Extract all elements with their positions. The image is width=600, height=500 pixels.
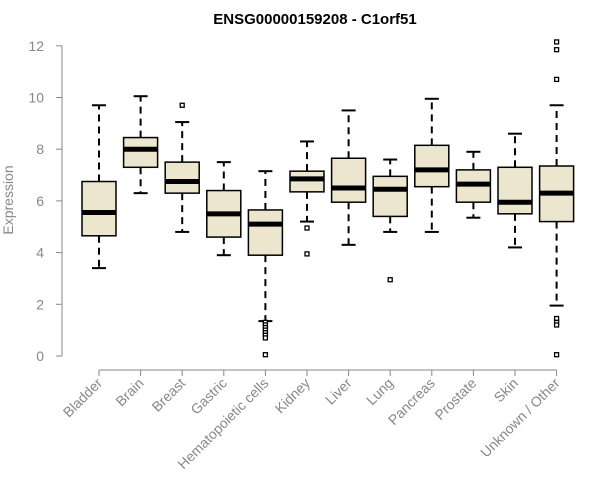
outlier-point bbox=[262, 335, 269, 341]
y-tick-label: 10 bbox=[28, 90, 44, 106]
box-iqr bbox=[372, 175, 408, 218]
x-tick-label: Breast bbox=[148, 375, 188, 415]
box-group bbox=[81, 104, 117, 270]
y-tick-label: 0 bbox=[36, 348, 44, 364]
box-group bbox=[538, 39, 575, 358]
x-tick-label: Liver bbox=[322, 375, 355, 408]
x-tick-label: Bladder bbox=[60, 375, 106, 421]
outlier-point bbox=[387, 277, 393, 283]
x-tick-label: Unknown / Other bbox=[477, 375, 563, 461]
box-group bbox=[206, 161, 242, 257]
box-iqr bbox=[81, 180, 117, 237]
box-iqr bbox=[289, 170, 325, 193]
outlier-point bbox=[304, 251, 310, 257]
outlier-point bbox=[553, 39, 560, 45]
box-group bbox=[497, 132, 533, 249]
box-group bbox=[455, 150, 492, 219]
chart-title: ENSG00000159208 - C1orf51 bbox=[213, 11, 416, 28]
outlier-point bbox=[304, 225, 310, 231]
y-tick-label: 8 bbox=[36, 141, 44, 157]
box-iqr bbox=[414, 144, 450, 188]
x-tick-label: Prostate bbox=[431, 375, 479, 423]
outlier-point bbox=[262, 352, 269, 358]
y-tick-label: 4 bbox=[36, 245, 44, 261]
box-iqr bbox=[122, 136, 159, 169]
y-axis: 0 2 4 6 8 10 12 bbox=[28, 38, 63, 364]
outlier-point bbox=[553, 322, 560, 328]
box-iqr bbox=[164, 161, 200, 194]
box-group bbox=[122, 95, 159, 195]
box-series bbox=[81, 39, 575, 358]
box-group bbox=[289, 140, 325, 257]
x-tick-label: Lung bbox=[363, 375, 396, 408]
box-group bbox=[164, 102, 200, 233]
x-tick-label: Brain bbox=[112, 375, 146, 409]
x-tick-label: Skin bbox=[491, 375, 522, 406]
outlier-point bbox=[553, 76, 560, 83]
box-iqr bbox=[497, 166, 533, 215]
outlier-point bbox=[553, 352, 560, 358]
outlier-point bbox=[179, 102, 185, 108]
box-group bbox=[372, 158, 408, 283]
outlier-point bbox=[553, 47, 560, 53]
x-tick-label: Kidney bbox=[272, 375, 314, 417]
box-group bbox=[414, 97, 450, 233]
y-tick-label: 12 bbox=[28, 38, 44, 54]
y-tick-label: 2 bbox=[36, 296, 44, 312]
box-group bbox=[247, 170, 284, 358]
box-iqr bbox=[330, 157, 367, 203]
y-tick-label: 6 bbox=[36, 193, 44, 209]
y-axis-label: Expression bbox=[0, 165, 16, 234]
box-group bbox=[330, 109, 367, 246]
box-iqr bbox=[247, 209, 284, 256]
